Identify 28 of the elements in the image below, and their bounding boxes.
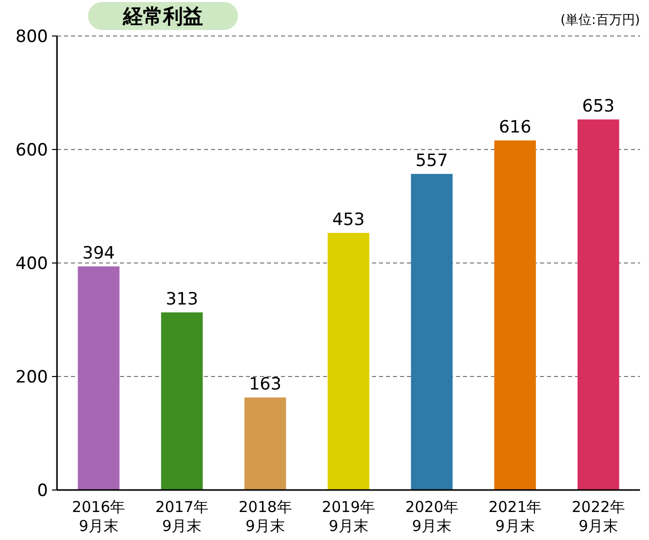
y-tick-label: 200: [16, 368, 48, 388]
x-tick-label: 2018年 9月末: [238, 498, 292, 535]
x-tick-label: 2016年 9月末: [72, 498, 126, 535]
x-tick-label: 2020年 9月末: [405, 498, 458, 535]
data-label: 616: [498, 117, 532, 138]
bar: [78, 266, 120, 490]
bar: [244, 397, 286, 490]
bar: [161, 312, 203, 490]
y-tick-label: 800: [16, 27, 48, 47]
chart-title: 経常利益: [122, 4, 203, 28]
data-label: 163: [248, 374, 282, 394]
data-label: 394: [82, 243, 115, 264]
y-tick-label: 600: [16, 140, 48, 160]
x-tick-label: 2022年 9月末: [572, 498, 625, 535]
bar: [328, 232, 370, 490]
bar: [410, 174, 453, 490]
y-tick-label: 0: [37, 481, 48, 501]
x-tick-label: 2021年 9月末: [488, 498, 542, 535]
text: (単位:百万円): [560, 13, 640, 28]
data-label: 313: [166, 289, 198, 310]
y-tick-label: 400: [16, 254, 48, 274]
x-tick-label: 2019年 9月末: [322, 498, 376, 535]
data-label: 653: [582, 96, 615, 116]
data-label: 453: [332, 210, 365, 230]
x-tick-label: 2017年 9月末: [155, 498, 209, 535]
bar: [578, 119, 620, 490]
bar: [494, 140, 536, 490]
data-label: 557: [416, 150, 448, 171]
